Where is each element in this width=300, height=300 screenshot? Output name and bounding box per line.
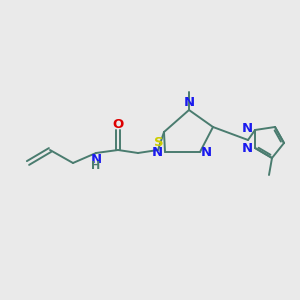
Text: N: N xyxy=(201,146,212,158)
Text: N: N xyxy=(183,96,195,109)
Text: N: N xyxy=(152,146,163,158)
Text: S: S xyxy=(154,136,164,149)
Text: H: H xyxy=(92,161,100,171)
Text: N: N xyxy=(242,142,253,155)
Text: N: N xyxy=(90,153,102,166)
Text: O: O xyxy=(112,118,124,130)
Text: N: N xyxy=(242,122,253,136)
